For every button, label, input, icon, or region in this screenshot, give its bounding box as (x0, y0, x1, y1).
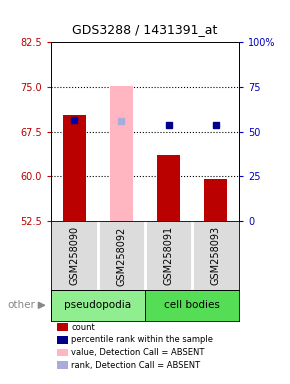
Text: rank, Detection Call = ABSENT: rank, Detection Call = ABSENT (71, 361, 200, 370)
Text: count: count (71, 323, 95, 332)
Bar (145, 290, 239, 321)
Text: cell bodies: cell bodies (164, 300, 220, 310)
Text: other: other (7, 300, 35, 310)
Text: value, Detection Call = ABSENT: value, Detection Call = ABSENT (71, 348, 204, 357)
Text: GSM258093: GSM258093 (211, 226, 221, 285)
Bar (157, 156, 180, 221)
Text: GDS3288 / 1431391_at: GDS3288 / 1431391_at (72, 23, 218, 36)
Bar (204, 179, 227, 221)
Text: GSM258091: GSM258091 (164, 226, 173, 285)
Bar (63, 116, 86, 221)
Text: GSM258092: GSM258092 (117, 226, 126, 286)
Text: pseudopodia: pseudopodia (64, 300, 131, 310)
Text: GSM258090: GSM258090 (69, 226, 79, 285)
Bar (51, 290, 145, 321)
Text: percentile rank within the sample: percentile rank within the sample (71, 335, 213, 344)
Bar (110, 86, 133, 221)
